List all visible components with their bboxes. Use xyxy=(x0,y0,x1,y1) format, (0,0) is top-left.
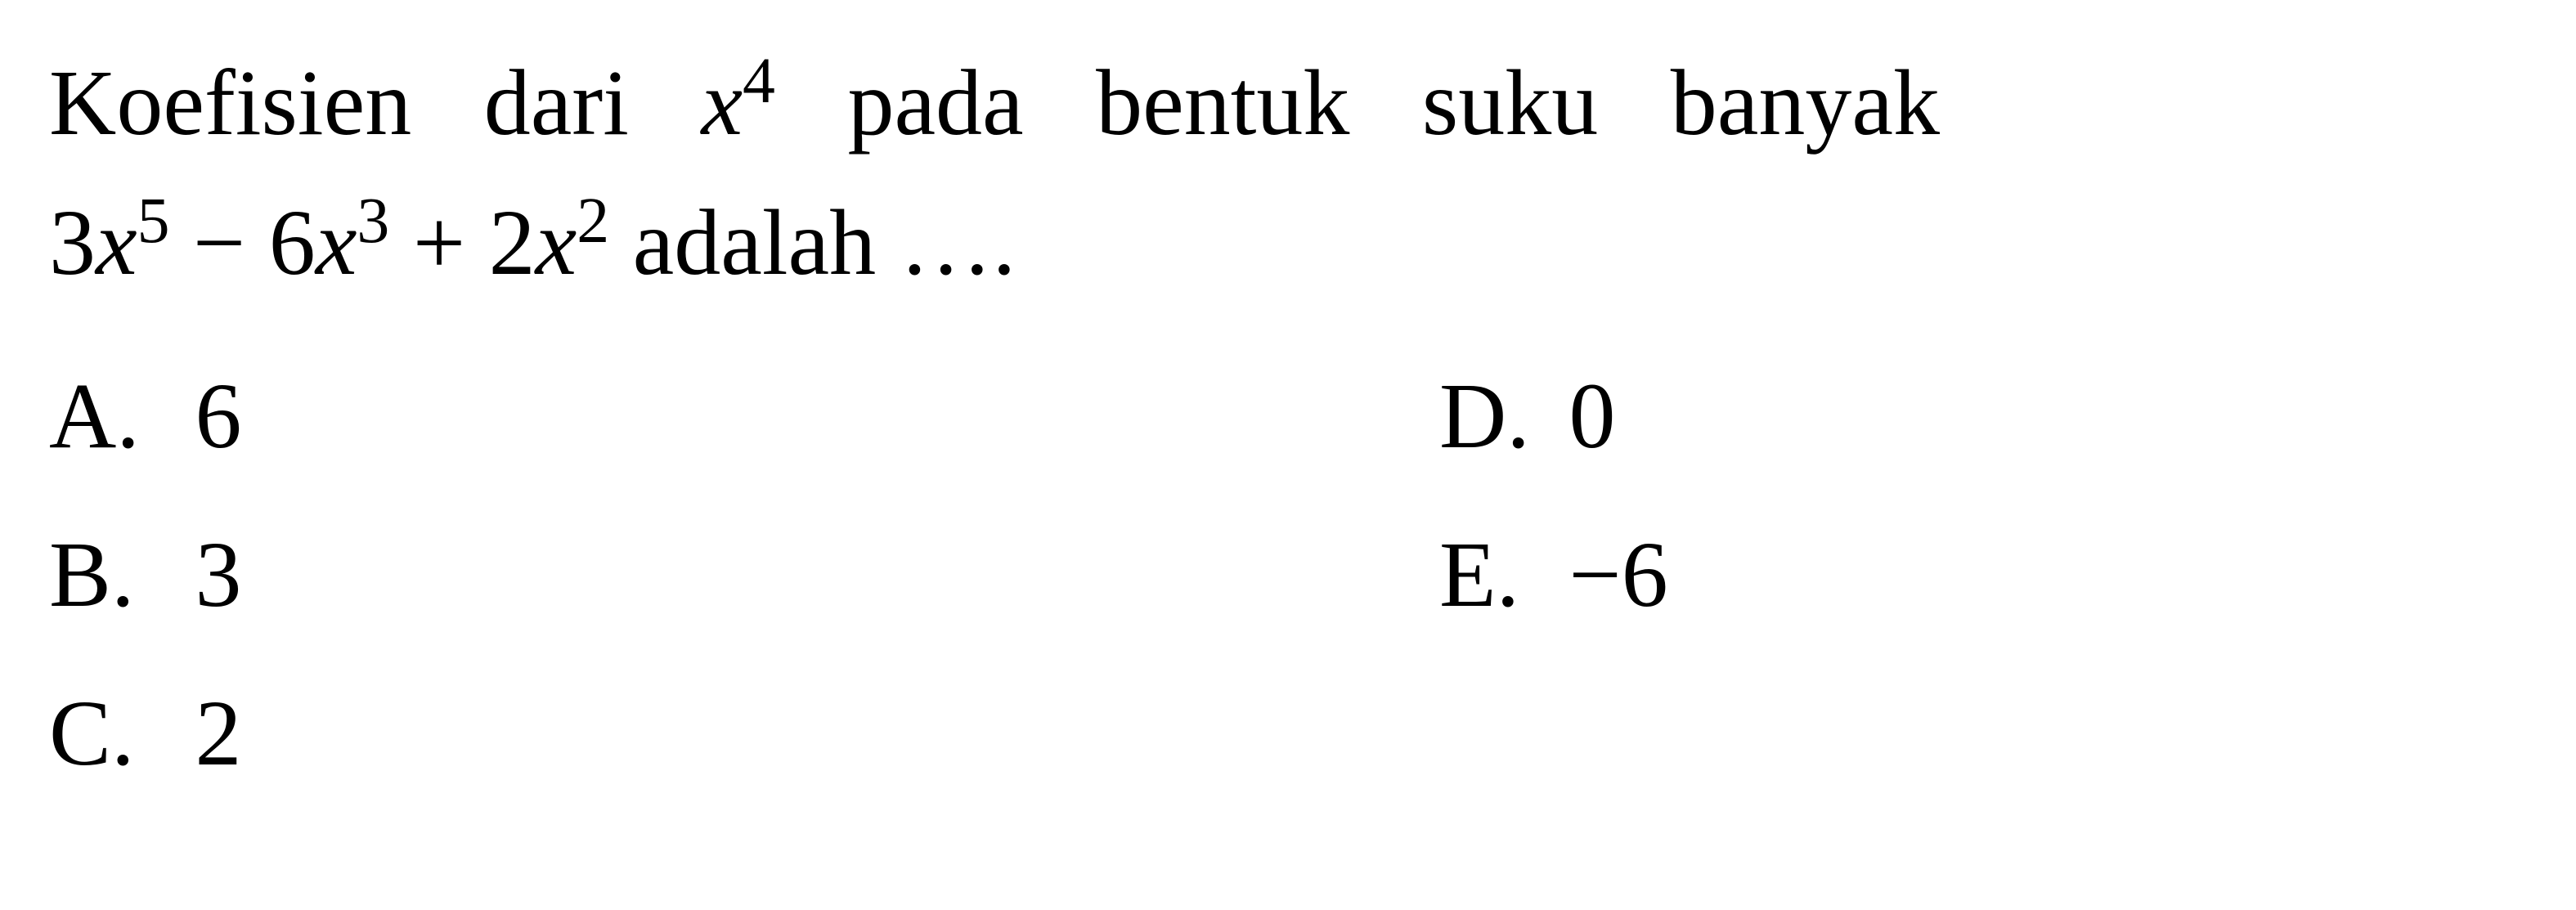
option-value: 2 xyxy=(195,681,242,785)
option-row: C. 2 xyxy=(49,654,2527,813)
option-label: A. xyxy=(49,337,172,495)
option-row: B. 3 E. −6 xyxy=(49,495,2527,654)
text-segment: Koefisien dari xyxy=(49,51,701,155)
option-d: D. 0 xyxy=(1439,337,2527,495)
exponent: 2 xyxy=(577,185,609,257)
option-b: B. 3 xyxy=(49,495,1439,654)
question-text: Koefisien dari x4 pada bentuk suku banya… xyxy=(49,33,2527,312)
math-variable: x xyxy=(96,191,137,294)
option-a: A. 6 xyxy=(49,337,1439,495)
math-variable: x xyxy=(701,51,743,155)
option-value: 0 xyxy=(1569,364,1616,468)
text-segment: pada bentuk suku banyak xyxy=(775,51,1940,155)
option-label: E. xyxy=(1439,495,1546,654)
option-label: C. xyxy=(49,654,172,813)
option-c: C. 2 xyxy=(49,654,1439,813)
option-label: D. xyxy=(1439,337,1546,495)
text-segment: adalah …. xyxy=(609,191,1016,294)
math-variable: x xyxy=(316,191,357,294)
question-line-1: Koefisien dari x4 pada bentuk suku banya… xyxy=(49,33,2527,173)
option-label: B. xyxy=(49,495,172,654)
exponent: 5 xyxy=(137,185,170,257)
option-e: E. −6 xyxy=(1439,495,2527,654)
exponent: 3 xyxy=(357,185,389,257)
operator: + 2 xyxy=(389,191,535,294)
exponent: 4 xyxy=(743,45,775,117)
option-row: A. 6 D. 0 xyxy=(49,337,2527,495)
question-line-2: 3x5 − 6x3 + 2x2 adalah …. xyxy=(49,173,2527,312)
option-value: 6 xyxy=(195,364,242,468)
option-value: 3 xyxy=(195,522,242,626)
coefficient: 3 xyxy=(49,191,96,294)
option-value: −6 xyxy=(1569,522,1668,626)
math-variable: x xyxy=(536,191,577,294)
answer-options: A. 6 D. 0 B. 3 E. −6 C. 2 xyxy=(49,337,2527,812)
operator: − 6 xyxy=(170,191,316,294)
